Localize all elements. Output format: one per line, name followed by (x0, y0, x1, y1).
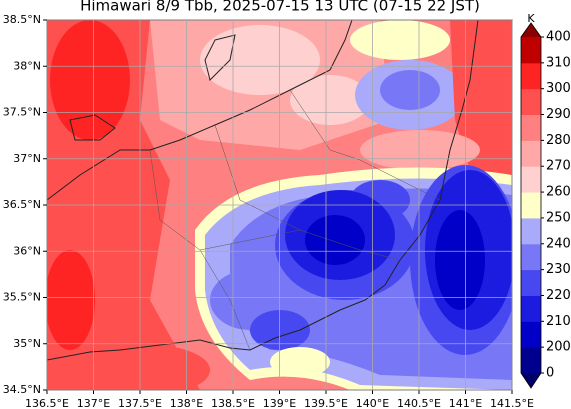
y-tick-label: 36°N (13, 244, 41, 257)
colorbar-tick-label: 310 (546, 55, 571, 70)
colorbar-swatch (521, 347, 541, 374)
colorbar-swatch (521, 88, 541, 116)
y-tick-label: 34.5°N (3, 383, 41, 396)
cloud-region (360, 130, 480, 170)
colorbar-swatch (521, 192, 541, 219)
colorbar-swatch (521, 295, 541, 322)
x-tick-label: 139°E (263, 397, 296, 409)
y-tick-label: 38°N (13, 59, 41, 72)
colorbar-swatch (521, 217, 541, 245)
x-tick-label: 140°E (356, 397, 389, 409)
colorbar-swatch (521, 243, 541, 271)
y-tick-label: 37°N (13, 152, 41, 165)
colorbar-swatch (521, 269, 541, 296)
map-title: Himawari 8/9 Tbb, 2025-07-15 13 UTC (07-… (80, 0, 480, 15)
cloud-region (435, 210, 485, 310)
x-tick-label: 136.5°E (25, 397, 69, 409)
y-tick-label: 38.5°N (3, 13, 41, 26)
cloud-region (250, 310, 310, 350)
colorbar-tick-label: 400 (546, 30, 571, 45)
x-tick-label: 137°E (77, 397, 110, 409)
colorbar-swatch (521, 114, 541, 141)
coastline (47, 20, 479, 361)
colorbar-tick-label: 0 (546, 366, 554, 381)
colorbar-label: K (527, 12, 535, 25)
colorbar-over (521, 23, 541, 37)
colorbar-tick-label: 230 (546, 262, 571, 277)
x-tick-label: 141.5°E (490, 397, 534, 409)
x-tick-label: 140.5°E (397, 397, 441, 409)
colorbar-tick-label: 220 (546, 288, 571, 303)
x-tick-label: 138°E (170, 397, 203, 409)
colorbar-tick-label: 200 (546, 340, 571, 355)
colorbar-swatch (521, 37, 541, 64)
colorbar-swatch (521, 166, 541, 193)
colorbar-swatch (521, 321, 541, 348)
cloud-region (350, 20, 450, 60)
cloud-region (47, 250, 95, 350)
colorbar-tick-label: 280 (546, 133, 571, 148)
cloud-region (270, 347, 330, 377)
colorbar-tick-label: 290 (546, 107, 571, 122)
tbb-field (47, 20, 512, 390)
x-tick-label: 137.5°E (118, 397, 162, 409)
y-tick-label: 36.5°N (3, 198, 41, 211)
cloud-region (50, 20, 130, 140)
y-tick-label: 35.5°N (3, 291, 41, 304)
cloud-region (90, 345, 210, 390)
x-tick-label: 139.5°E (304, 397, 348, 409)
colorbar-tick-label: 300 (546, 81, 571, 96)
colorbar-tick-label: 210 (546, 314, 571, 329)
cloud-region (380, 70, 440, 110)
x-tick-label: 141°E (449, 397, 482, 409)
cloud-region (200, 25, 320, 95)
colorbar-swatch (521, 62, 541, 90)
colorbar-tick-label: 240 (546, 236, 571, 251)
colorbar-tick-label: 260 (546, 185, 571, 200)
cloud-region (305, 215, 365, 265)
colorbar-under (521, 373, 541, 388)
x-tick-label: 138.5°E (211, 397, 255, 409)
colorbar-tick-label: 250 (546, 210, 571, 225)
coastline (69, 114, 116, 141)
colorbar-swatch (521, 140, 541, 167)
y-tick-label: 35°N (13, 337, 41, 350)
y-tick-label: 37.5°N (3, 106, 41, 119)
colorbar-tick-label: 270 (546, 159, 571, 174)
prefecture-border (149, 89, 441, 351)
coastline (204, 34, 236, 81)
